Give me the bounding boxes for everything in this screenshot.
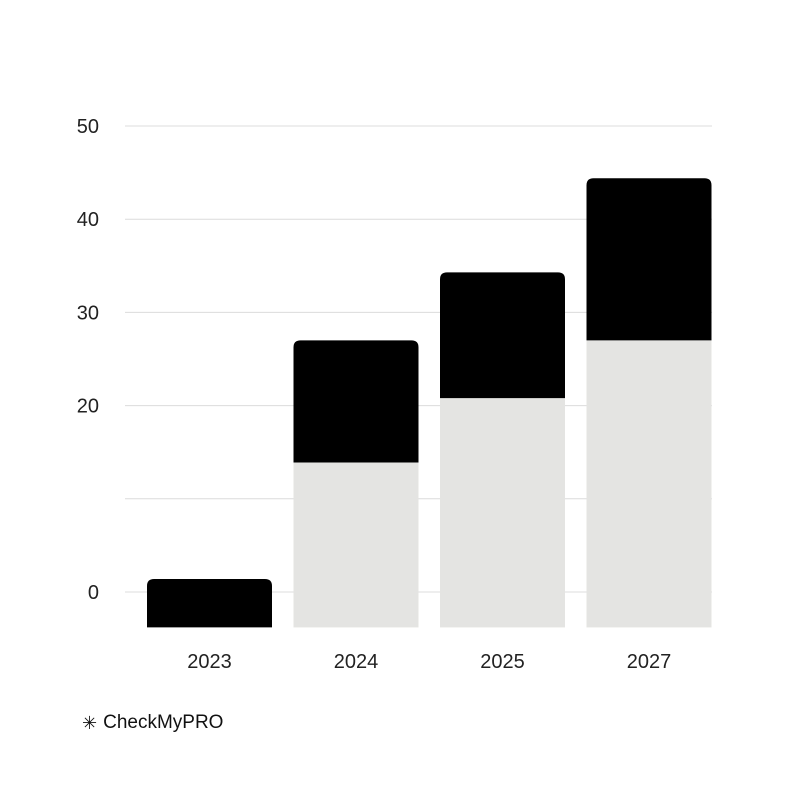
y-tick-label: 20	[77, 396, 99, 418]
bar-top-2024	[293, 340, 419, 463]
bar-top-2023	[147, 578, 272, 628]
bar-top-2027	[586, 178, 712, 341]
x-tick-label: 2027	[627, 651, 672, 673]
bar-base-2025	[440, 398, 565, 628]
bars	[147, 178, 712, 628]
asterisk-icon: ✳	[82, 713, 98, 733]
y-tick-label: 40	[77, 209, 99, 231]
x-axis-tick-labels: 2023 2024 2025 2027	[187, 651, 671, 673]
bar-top-2025	[440, 272, 565, 399]
x-tick-label: 2024	[334, 651, 379, 673]
brand-footer: ✳ CheckMyPRO	[82, 712, 223, 734]
y-tick-label: 50	[77, 116, 99, 138]
y-tick-label: 0	[88, 582, 99, 604]
brand-name: CheckMyPRO	[103, 712, 224, 733]
x-tick-label: 2023	[187, 651, 232, 673]
y-axis-tick-labels: 0 20 30 40 50	[77, 116, 99, 604]
y-tick-label: 30	[77, 302, 99, 324]
x-tick-label: 2025	[480, 651, 525, 673]
bar-base-2027	[586, 340, 712, 628]
bar-base-2024	[293, 462, 419, 628]
